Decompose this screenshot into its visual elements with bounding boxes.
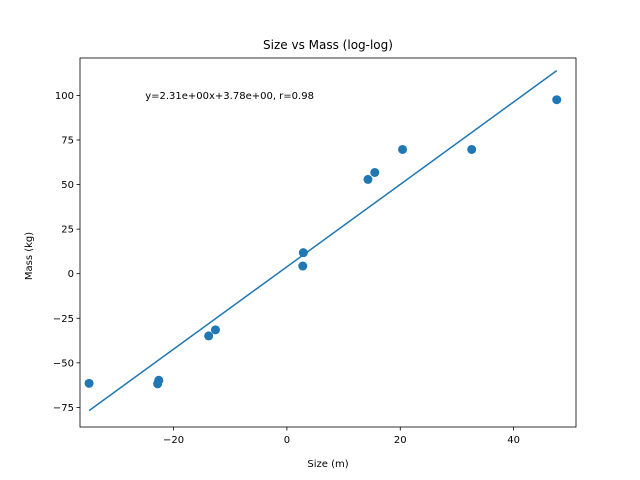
y-tick-label: −75 [53, 403, 74, 414]
data-point [210, 325, 220, 335]
x-tick-label: 20 [394, 435, 407, 446]
axis-ticks: −20 0 20 40 −75 −50 −25 0 25 50 75 100 [53, 91, 520, 446]
x-tick-label: 40 [507, 435, 520, 446]
x-tick-label: −20 [163, 435, 184, 446]
data-point [398, 144, 408, 154]
data-point [153, 379, 163, 389]
data-point [370, 167, 380, 177]
data-point [298, 261, 308, 271]
data-point [84, 378, 94, 388]
y-tick-label: 0 [68, 269, 74, 280]
chart-title: Size vs Mass (log-log) [263, 38, 393, 52]
data-point [298, 248, 308, 258]
data-point [363, 174, 373, 184]
y-tick-label: 50 [61, 180, 74, 191]
y-tick-label: 25 [61, 225, 74, 236]
y-axis-label: Mass (kg) [24, 232, 35, 280]
fit-annotation: y=2.31e+00x+3.78e+00, r=0.98 [145, 91, 314, 102]
y-tick-label: 100 [55, 91, 74, 102]
y-tick-label: −25 [53, 314, 74, 325]
data-point [552, 95, 562, 105]
y-tick-label: 75 [61, 136, 74, 147]
x-axis-label: Size (m) [307, 459, 348, 470]
y-tick-label: −50 [53, 358, 74, 369]
fit-line-group [88, 70, 558, 412]
data-points [84, 95, 562, 389]
data-point [204, 331, 214, 341]
data-point [467, 144, 477, 154]
fit-line [88, 70, 558, 412]
x-tick-label: 0 [284, 435, 290, 446]
plot-frame [79, 57, 577, 428]
